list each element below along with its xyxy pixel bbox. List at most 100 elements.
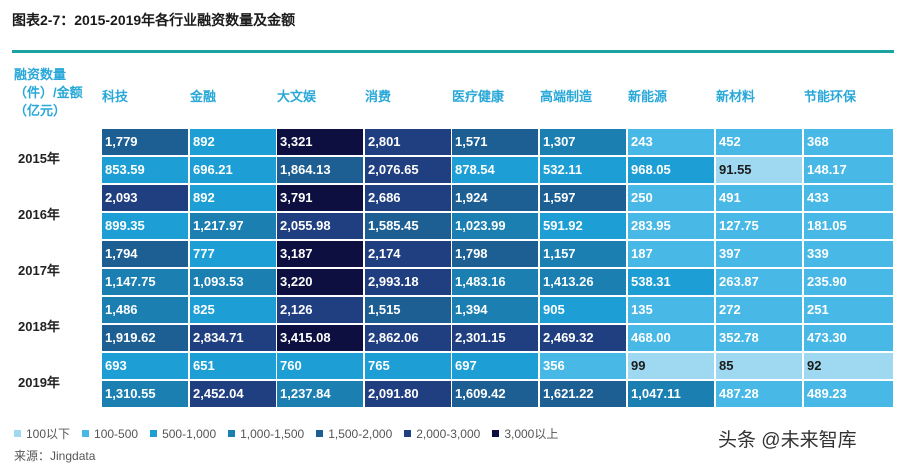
column-header: 医疗健康 xyxy=(452,89,505,104)
count-cell: 760 xyxy=(277,353,363,379)
legend-swatch xyxy=(14,430,21,438)
legend-label: 500-1,000 xyxy=(162,427,217,441)
legend-item: 1,000-1,500 xyxy=(228,427,304,441)
amount-cell: 878.54 xyxy=(452,157,538,183)
count-cell: 697 xyxy=(452,353,538,379)
count-cell: 3,187 xyxy=(277,241,363,267)
amount-cell: 2,301.15 xyxy=(452,325,538,351)
amount-cell: 538.31 xyxy=(628,269,714,295)
legend-swatch xyxy=(404,430,412,438)
count-cell: 433 xyxy=(804,185,893,211)
amount-cell: 1,310.55 xyxy=(102,381,188,407)
row-header-line: （亿元） xyxy=(14,103,67,118)
amount-cell: 1,919.62 xyxy=(102,325,188,351)
watermark: 头条 @未来智库 xyxy=(718,430,857,451)
amount-cell: 2,452.04 xyxy=(190,381,276,407)
amount-cell: 1,864.13 xyxy=(277,157,363,183)
legend-label: 100以下 xyxy=(26,427,71,441)
count-cell: 1,597 xyxy=(540,185,626,211)
count-cell: 1,794 xyxy=(102,241,188,267)
count-cell: 765 xyxy=(365,353,451,379)
column-header: 节能环保 xyxy=(804,89,857,104)
row-header-line: （件）/金额 xyxy=(14,85,83,100)
amount-cell: 1,483.16 xyxy=(452,269,538,295)
row-header-year: 2019年 xyxy=(18,375,60,390)
count-cell: 777 xyxy=(190,241,276,267)
legend-swatch xyxy=(228,430,236,438)
count-cell: 1,779 xyxy=(102,129,188,155)
count-cell: 2,801 xyxy=(365,129,451,155)
count-cell: 1,515 xyxy=(365,297,451,323)
chart-title: 图表2-7：2015-2019年各行业融资数量及金额 xyxy=(12,12,296,28)
row-header-year: 2017年 xyxy=(18,263,60,278)
amount-cell: 148.17 xyxy=(804,157,893,183)
amount-cell: 2,076.65 xyxy=(365,157,451,183)
column-header: 大文娱 xyxy=(277,89,317,104)
amount-cell: 2,862.06 xyxy=(365,325,451,351)
row-header-line: 融资数量 xyxy=(14,67,67,82)
column-header: 金融 xyxy=(190,89,217,104)
count-cell: 368 xyxy=(804,129,893,155)
count-cell: 892 xyxy=(190,185,276,211)
amount-cell: 3,415.08 xyxy=(277,325,363,351)
amount-cell: 853.59 xyxy=(102,157,188,183)
count-cell: 99 xyxy=(628,353,714,379)
legend-label: 1,000-1,500 xyxy=(240,427,305,441)
count-cell: 1,798 xyxy=(452,241,538,267)
count-cell: 356 xyxy=(540,353,626,379)
amount-cell: 489.23 xyxy=(804,381,893,407)
amount-cell: 2,091.80 xyxy=(365,381,451,407)
amount-cell: 1,217.97 xyxy=(190,213,276,239)
column-header: 新材料 xyxy=(716,89,756,104)
amount-cell: 1,047.11 xyxy=(628,381,714,407)
amount-cell: 899.35 xyxy=(102,213,188,239)
count-cell: 825 xyxy=(190,297,276,323)
amount-cell: 235.90 xyxy=(804,269,893,295)
count-cell: 339 xyxy=(804,241,893,267)
row-header-year: 2018年 xyxy=(18,319,60,334)
amount-cell: 1,237.84 xyxy=(277,381,363,407)
count-cell: 2,093 xyxy=(102,185,188,211)
row-header-label: 融资数量 （件）/金额 （亿元） xyxy=(14,66,83,120)
source-note: 来源：Jingdata xyxy=(14,449,96,463)
count-cell: 452 xyxy=(716,129,802,155)
count-cell: 1,394 xyxy=(452,297,538,323)
amount-cell: 696.21 xyxy=(190,157,276,183)
amount-cell: 468.00 xyxy=(628,325,714,351)
amount-cell: 1,585.45 xyxy=(365,213,451,239)
legend-label: 3,000以上 xyxy=(504,427,559,441)
count-cell: 3,791 xyxy=(277,185,363,211)
count-cell: 251 xyxy=(804,297,893,323)
count-cell: 1,307 xyxy=(540,129,626,155)
legend-swatch xyxy=(492,430,500,438)
count-cell: 1,571 xyxy=(452,129,538,155)
legend-item: 3,000以上 xyxy=(492,425,558,442)
amount-cell: 1,621.22 xyxy=(540,381,626,407)
amount-cell: 2,055.98 xyxy=(277,213,363,239)
count-cell: 272 xyxy=(716,297,802,323)
legend-item: 100-500 xyxy=(82,427,138,441)
amount-cell: 2,993.18 xyxy=(365,269,451,295)
amount-cell: 181.05 xyxy=(804,213,893,239)
count-cell: 892 xyxy=(190,129,276,155)
count-cell: 2,686 xyxy=(365,185,451,211)
column-header: 高端制造 xyxy=(540,89,593,104)
count-cell: 85 xyxy=(716,353,802,379)
amount-cell: 1,413.26 xyxy=(540,269,626,295)
count-cell: 243 xyxy=(628,129,714,155)
count-cell: 397 xyxy=(716,241,802,267)
amount-cell: 1,609.42 xyxy=(452,381,538,407)
count-cell: 187 xyxy=(628,241,714,267)
count-cell: 135 xyxy=(628,297,714,323)
legend-swatch xyxy=(150,430,158,438)
amount-cell: 3,220 xyxy=(277,269,363,295)
count-cell: 2,126 xyxy=(277,297,363,323)
amount-cell: 2,834.71 xyxy=(190,325,276,351)
legend-item: 100以下 xyxy=(14,425,70,442)
count-cell: 1,486 xyxy=(102,297,188,323)
count-cell: 693 xyxy=(102,353,188,379)
column-header: 科技 xyxy=(102,89,129,104)
count-cell: 92 xyxy=(804,353,893,379)
legend-label: 1,500-2,000 xyxy=(328,427,393,441)
column-header: 消费 xyxy=(365,89,392,104)
